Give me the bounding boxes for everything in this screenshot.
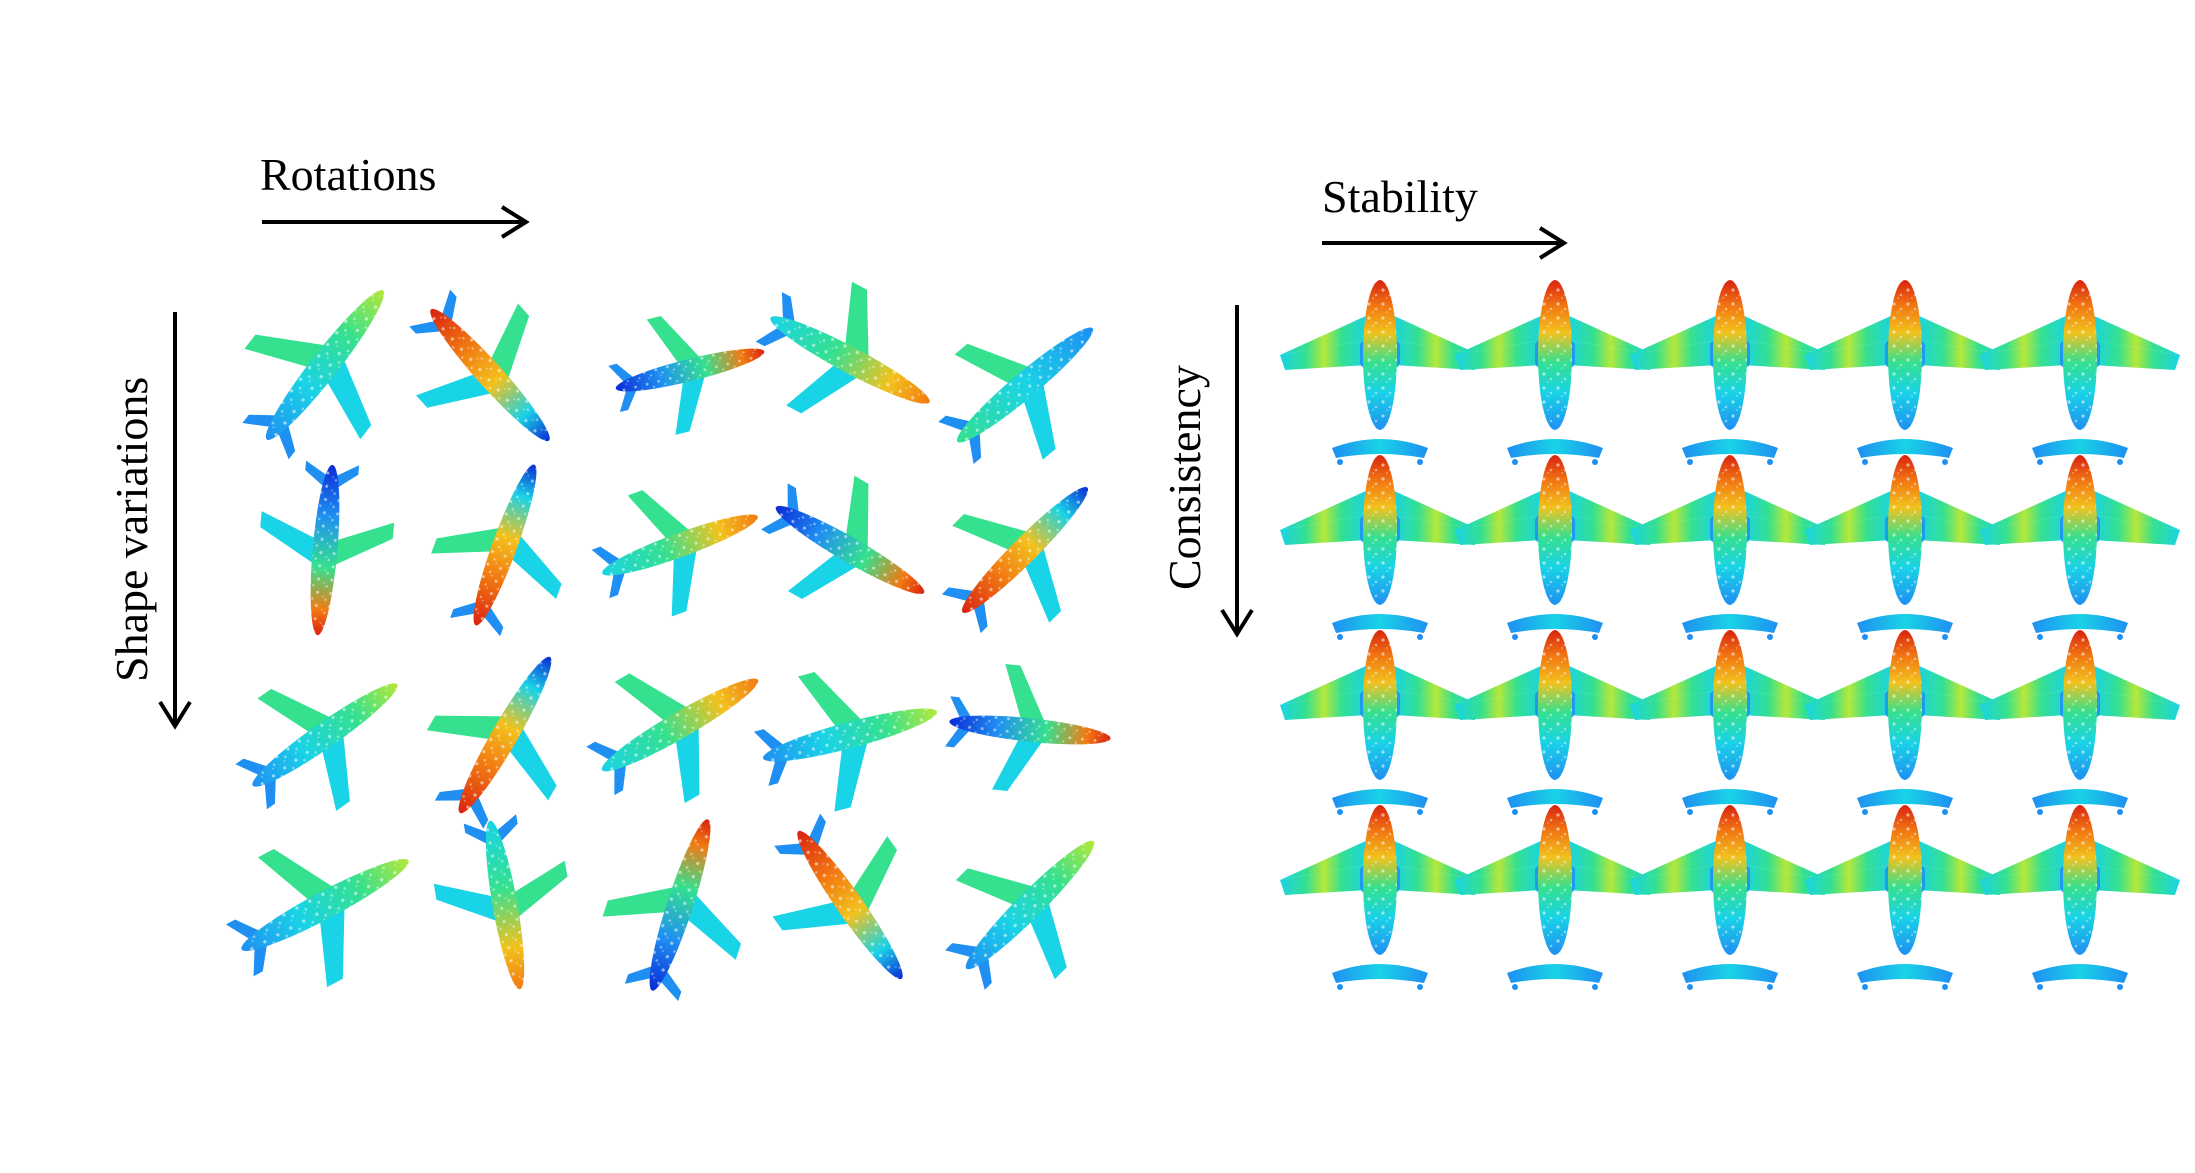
plane-r2-c3 <box>578 456 780 635</box>
plane-r1-c1 <box>1280 280 1480 465</box>
plane-r4-c2 <box>424 807 586 1001</box>
consistency-arrow <box>1220 305 1254 638</box>
plane-r4-c3 <box>1630 805 1830 990</box>
rotations-arrow <box>262 205 530 239</box>
plane-r2-c4 <box>741 448 958 651</box>
plane-r2-c5 <box>912 439 1136 663</box>
plane-r4-c4 <box>1805 805 2005 990</box>
plane-r3-c1 <box>211 628 437 843</box>
plane-r1-c5 <box>911 275 1137 496</box>
left-panel: Rotations Shape variations <box>106 149 1144 1020</box>
plane-r3-c3 <box>1630 630 1830 815</box>
plane-r2-c3 <box>1630 455 1830 640</box>
plane-r4-c5 <box>915 791 1144 1020</box>
plane-r1-c2 <box>1455 280 1655 465</box>
plane-r4-c1 <box>1280 805 1480 990</box>
plane-r2-c1 <box>251 457 399 641</box>
stability-label: Stability <box>1322 171 1478 222</box>
plane-r1-c2 <box>378 262 600 487</box>
plane-r4-c4 <box>739 789 959 1019</box>
plane-r2-c2 <box>412 441 597 650</box>
plane-r1-c5 <box>1980 280 2180 465</box>
rotations-label: Rotations <box>260 149 436 200</box>
plane-r3-c1 <box>1280 630 1480 815</box>
plane-r3-c3 <box>565 619 793 832</box>
plane-r1-c4 <box>1805 280 2005 465</box>
plane-r4-c5 <box>1980 805 2180 990</box>
right-plane-grid <box>1280 280 2180 990</box>
plane-r3-c4 <box>1805 630 2005 815</box>
plane-r3-c2 <box>1455 630 1655 815</box>
right-panel: Stability Consistency <box>1159 171 2180 990</box>
left-plane-grid <box>205 245 1144 1020</box>
stability-arrow <box>1322 226 1568 260</box>
plane-r1-c3 <box>599 293 779 447</box>
plane-r1-c4 <box>735 255 963 465</box>
plane-r3-c4 <box>743 644 956 827</box>
plane-r2-c4 <box>1805 455 2005 640</box>
plane-r2-c1 <box>1280 455 1480 640</box>
plane-r1-c3 <box>1630 280 1830 465</box>
plane-r3-c2 <box>398 622 611 850</box>
plane-r2-c5 <box>1980 455 2180 640</box>
plane-r3-c5 <box>941 658 1118 802</box>
plane-r2-c2 <box>1455 455 1655 640</box>
plane-r1-c1 <box>207 245 442 487</box>
shape-variations-label: Shape variations <box>106 377 157 682</box>
plane-r3-c5 <box>1980 630 2180 815</box>
plane-r4-c1 <box>205 795 443 1016</box>
shape-variations-arrow <box>158 312 192 730</box>
plane-r4-c3 <box>584 797 775 1015</box>
plane-r4-c2 <box>1455 805 1655 990</box>
consistency-label: Consistency <box>1159 365 1210 590</box>
